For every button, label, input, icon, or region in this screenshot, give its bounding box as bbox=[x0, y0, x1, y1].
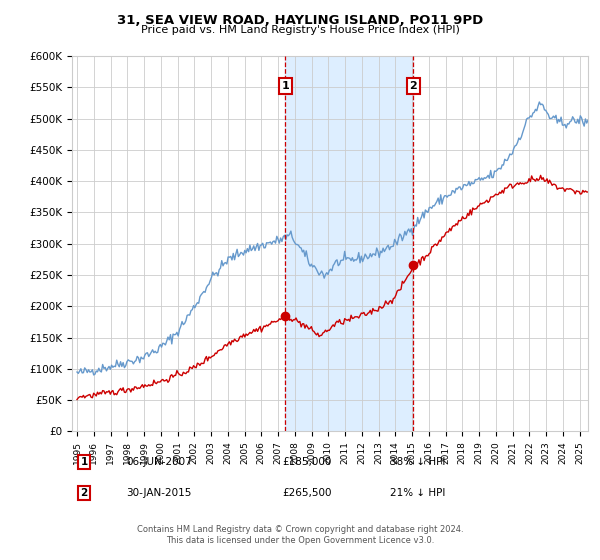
Text: 06-JUN-2007: 06-JUN-2007 bbox=[126, 457, 192, 467]
Text: 1: 1 bbox=[80, 457, 88, 467]
Text: 38% ↓ HPI: 38% ↓ HPI bbox=[390, 457, 445, 467]
Text: Contains HM Land Registry data © Crown copyright and database right 2024.: Contains HM Land Registry data © Crown c… bbox=[137, 525, 463, 534]
Text: 1: 1 bbox=[281, 81, 289, 91]
Text: 2: 2 bbox=[410, 81, 418, 91]
Text: 30-JAN-2015: 30-JAN-2015 bbox=[126, 488, 191, 498]
Text: 31, SEA VIEW ROAD, HAYLING ISLAND, PO11 9PD: 31, SEA VIEW ROAD, HAYLING ISLAND, PO11 … bbox=[117, 14, 483, 27]
Text: 2: 2 bbox=[80, 488, 88, 498]
Text: Price paid vs. HM Land Registry's House Price Index (HPI): Price paid vs. HM Land Registry's House … bbox=[140, 25, 460, 35]
Bar bbox=[286, 56, 413, 431]
Text: £265,500: £265,500 bbox=[282, 488, 331, 498]
Text: This data is licensed under the Open Government Licence v3.0.: This data is licensed under the Open Gov… bbox=[166, 536, 434, 545]
Text: 21% ↓ HPI: 21% ↓ HPI bbox=[390, 488, 445, 498]
Text: £185,000: £185,000 bbox=[282, 457, 331, 467]
